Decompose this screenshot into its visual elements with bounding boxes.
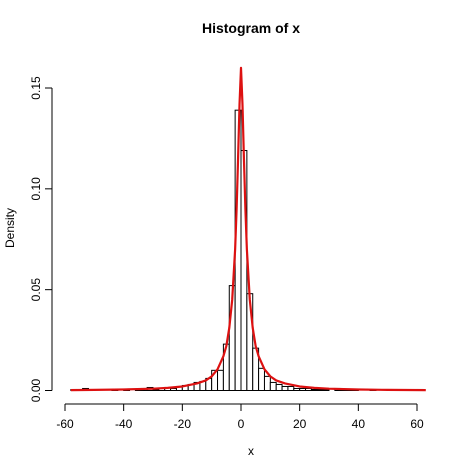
density-curve (70, 66, 426, 392)
histogram-bar (287, 385, 295, 392)
histogram-bar (263, 375, 271, 392)
x-axis-label: x (248, 444, 254, 458)
histogram-bar (310, 388, 318, 391)
x-tick-label: -20 (174, 417, 192, 431)
x-tick-label: 40 (352, 417, 366, 431)
histogram-bar (281, 385, 289, 392)
x-tick-label: 0 (238, 417, 245, 431)
chart-title: Histogram of x (202, 20, 300, 36)
x-tick-label: 60 (410, 417, 424, 431)
y-axis-label: Density (3, 208, 17, 248)
y-tick-label: 0.05 (29, 278, 43, 302)
y-axis: 0.00 0.05 0.10 0.15 (29, 76, 53, 402)
histogram-bar (170, 387, 177, 392)
histogram-bar (299, 387, 307, 392)
histogram-bar (275, 383, 283, 392)
y-tick-label: 0.00 (29, 378, 43, 402)
x-tick-label: -60 (56, 417, 74, 431)
histogram-bar (258, 367, 265, 392)
x-axis: -60 -40 -20 0 20 40 60 (56, 403, 424, 431)
histogram-bar (269, 381, 277, 391)
histogram-bar (316, 388, 324, 391)
histogram-bar (305, 387, 312, 392)
histogram-bar (217, 369, 224, 391)
y-tick-label: 0.10 (29, 177, 43, 201)
x-tick-label: -40 (115, 417, 133, 431)
y-tick-label: 0.15 (29, 76, 43, 100)
density-curve-group (70, 66, 426, 392)
x-tick-label: 20 (293, 417, 307, 431)
histogram-bar (293, 387, 301, 392)
